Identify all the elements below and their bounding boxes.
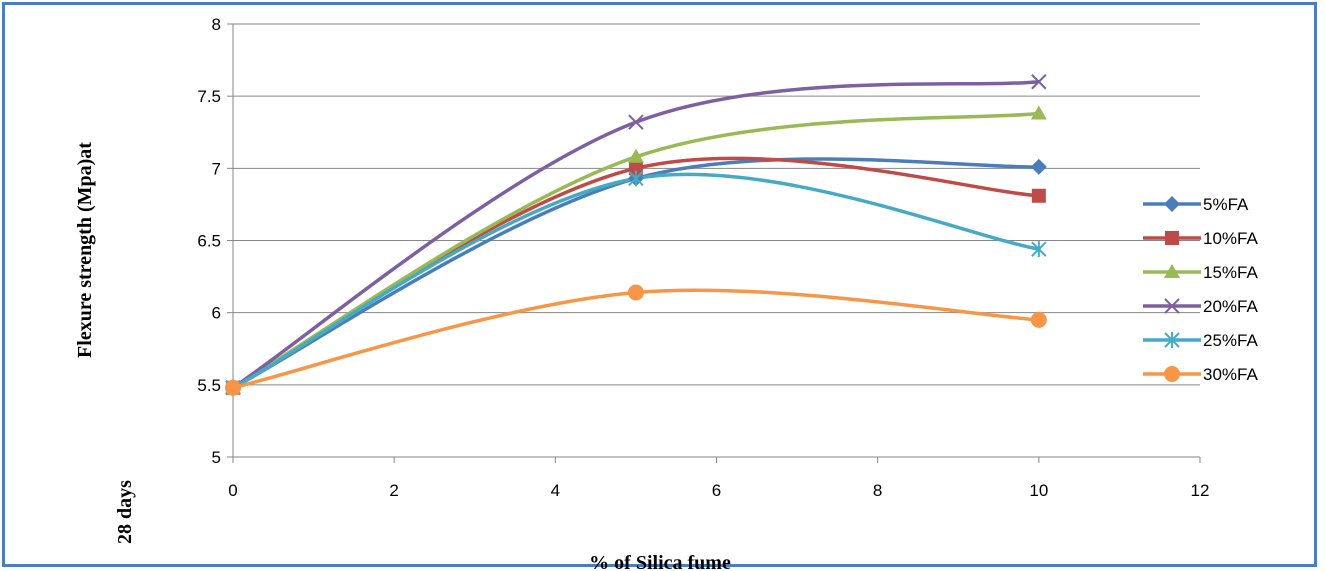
- y-tick-label: 6: [212, 304, 221, 323]
- square-marker: [1031, 188, 1046, 203]
- x-tick-label: 10: [1029, 481, 1048, 500]
- legend-label: 20%FA: [1203, 297, 1258, 316]
- series-lines: [231, 79, 1041, 390]
- circle-marker: [1164, 366, 1180, 382]
- axes: [227, 23, 1201, 463]
- x-tick-label: 8: [873, 481, 882, 500]
- x-tick-label: 12: [1191, 481, 1210, 500]
- series-line: [231, 288, 1041, 390]
- triangle-marker: [1030, 105, 1047, 120]
- legend-label: 5%FA: [1203, 195, 1249, 214]
- y-tick-label: 5: [212, 448, 221, 467]
- legend-label: 25%FA: [1203, 331, 1258, 350]
- y-axis-title-line2: 28 days: [114, 480, 136, 544]
- series-markers: [225, 74, 1047, 396]
- triangle-marker: [1164, 264, 1180, 278]
- triangle-marker: [627, 148, 644, 163]
- y-tick-label: 5.5: [197, 376, 221, 395]
- x-marker: [628, 114, 644, 130]
- x-tick-label: 6: [712, 481, 721, 500]
- asterisk-marker: [1164, 332, 1180, 348]
- y-tick-label: 6.5: [197, 232, 221, 251]
- x-axis-title: % of Silica fume: [589, 552, 731, 571]
- y-tick-label: 7.5: [197, 87, 221, 106]
- gridlines: [233, 23, 1200, 386]
- y-axis-title: Flexure strength (Mpa)at: [74, 142, 96, 358]
- x-tick-labels: 0 2 4 6 8 10 12: [228, 481, 1209, 500]
- y-tick-labels: 5 5.5 6 6.5 7 7.5 8: [197, 15, 221, 467]
- diamond-marker: [1164, 196, 1180, 212]
- asterisk-marker: [628, 170, 644, 187]
- square-marker: [1165, 231, 1179, 245]
- square-marker: [628, 161, 643, 176]
- asterisk-marker: [1031, 241, 1047, 258]
- y-tick-label: 8: [212, 15, 221, 34]
- circle-marker: [225, 379, 241, 396]
- circle-marker: [627, 284, 644, 301]
- x-tick-label: 2: [389, 481, 398, 500]
- legend-label: 30%FA: [1203, 365, 1258, 384]
- x-tick-label: 4: [551, 481, 560, 500]
- circle-marker: [1030, 311, 1047, 328]
- y-tick-label: 7: [212, 159, 221, 178]
- x-tick-label: 0: [228, 481, 237, 500]
- x-marker: [1031, 74, 1047, 90]
- legend-label: 15%FA: [1203, 263, 1258, 282]
- series-line: [231, 172, 1041, 390]
- x-marker: [1164, 298, 1180, 314]
- legend: 5%FA 10%FA 15%FA 20%FA 25%FA 30%FA: [1143, 195, 1258, 384]
- legend-label: 10%FA: [1203, 229, 1258, 248]
- diamond-marker: [1030, 158, 1047, 175]
- series-line: [231, 79, 1041, 390]
